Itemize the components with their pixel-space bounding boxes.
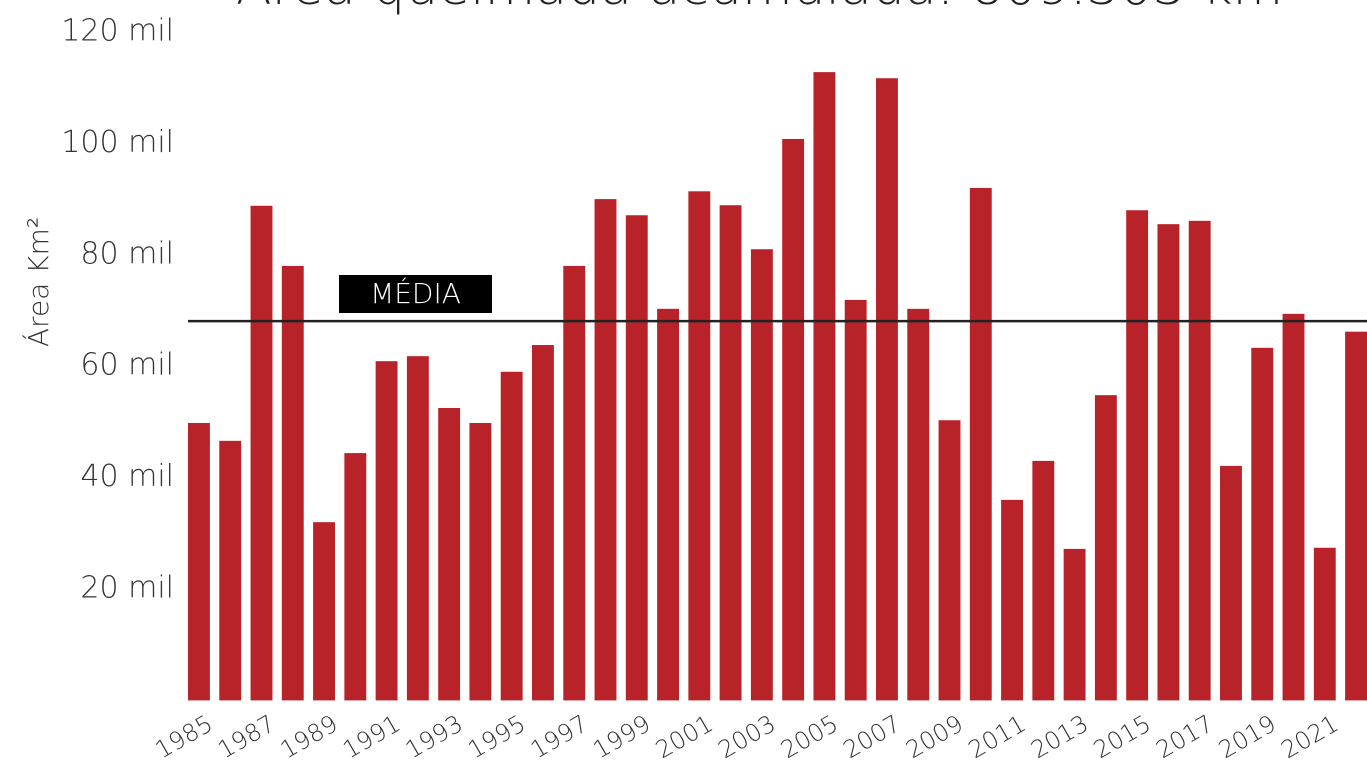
bar <box>188 423 210 701</box>
bar <box>657 308 679 701</box>
reference-label: MÉDIA <box>370 276 461 310</box>
bar <box>1032 460 1055 701</box>
x-tick-label: 2017 <box>1151 709 1218 764</box>
bar <box>438 407 461 701</box>
bar <box>532 345 554 701</box>
x-tick-label: 1987 <box>213 709 280 764</box>
bar <box>1188 220 1211 701</box>
x-tick-label: 1997 <box>526 709 593 764</box>
y-tick-label: 20 mil <box>80 571 174 606</box>
bar <box>719 205 742 701</box>
bar <box>469 423 492 701</box>
bar <box>782 138 805 701</box>
bar <box>1345 331 1367 701</box>
bar <box>344 453 367 701</box>
x-tick-label: 2011 <box>964 709 1031 764</box>
bar <box>1126 210 1149 701</box>
bar <box>1220 465 1242 701</box>
y-tick-label: 80 mil <box>80 236 174 271</box>
x-tick-label: 1999 <box>588 709 655 764</box>
bar <box>594 199 617 701</box>
x-tick-label: 2003 <box>713 709 780 764</box>
y-tick-label: 100 mil <box>61 125 174 160</box>
bar <box>375 361 398 701</box>
bar <box>250 205 273 701</box>
bar <box>750 249 773 701</box>
bar <box>1094 395 1117 701</box>
x-tick-label: 2015 <box>1089 709 1156 764</box>
y-axis-label: Área Km² <box>21 217 55 347</box>
x-tick-label: 2021 <box>1276 709 1343 764</box>
bar <box>1251 347 1274 701</box>
reference-label-box <box>339 275 492 313</box>
x-tick-label: 1995 <box>463 709 530 764</box>
bar <box>1157 224 1180 701</box>
bar <box>938 420 961 701</box>
bar <box>625 215 648 701</box>
bar <box>313 522 335 701</box>
x-tick-label: 2001 <box>651 709 718 764</box>
bar <box>1001 499 1023 701</box>
y-tick-label: 60 mil <box>80 348 174 383</box>
bar <box>1063 548 1086 701</box>
bar <box>688 191 711 701</box>
bar <box>1282 313 1305 701</box>
x-tick-label: 2019 <box>1214 709 1281 764</box>
y-tick-label: 40 mil <box>80 459 174 494</box>
bar <box>813 72 836 701</box>
bar <box>969 187 992 701</box>
x-tick-label: 2013 <box>1026 709 1093 764</box>
bar <box>907 308 930 701</box>
bar <box>219 440 242 701</box>
bar <box>876 78 898 701</box>
bar <box>844 299 867 701</box>
x-tick-label: 1985 <box>151 709 218 764</box>
x-tick-label: 2005 <box>776 709 843 764</box>
bar <box>281 265 304 701</box>
y-tick-label: 120 mil <box>61 14 174 49</box>
x-tick-label: 1989 <box>276 709 343 764</box>
bar <box>406 356 429 701</box>
bar <box>563 265 586 701</box>
bar <box>1313 547 1336 701</box>
x-tick-label: 1993 <box>401 709 468 764</box>
x-tick-label: 2007 <box>839 709 906 764</box>
bar <box>500 371 523 701</box>
chart-title: Área queimada acumulada: 809.303 km² <box>236 0 1304 17</box>
x-tick-label: 1991 <box>338 709 405 764</box>
x-tick-label: 2009 <box>901 709 968 764</box>
